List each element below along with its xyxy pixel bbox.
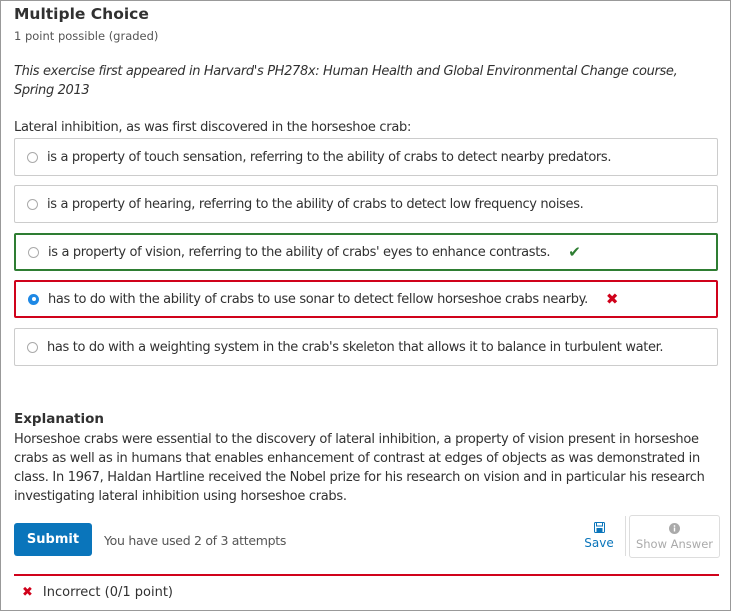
intro-text: This exercise first appeared in Harvard'…	[14, 64, 678, 98]
choice-option-correct[interactable]: is a property of vision, referring to th…	[14, 233, 718, 271]
result-text: Incorrect (0/1 point)	[42, 585, 173, 600]
incorrect-divider	[14, 574, 719, 576]
radio-button-selected[interactable]	[28, 293, 39, 305]
choice-label: has to do with the ability of crabs to u…	[48, 291, 588, 307]
explanation-heading: Explanation	[14, 411, 105, 427]
cross-icon: ✖	[605, 290, 619, 308]
choice-label: has to do with a weighting system in the…	[47, 339, 664, 355]
result-status: ✖ Incorrect (0/1 point)	[22, 585, 173, 600]
attempts-text: You have used 2 of 3 attempts	[104, 533, 287, 548]
radio-button[interactable]	[28, 246, 39, 258]
choice-option[interactable]: is a property of hearing, referring to t…	[14, 185, 718, 223]
explanation-body: Horseshoe crabs were essential to the di…	[14, 432, 705, 504]
divider	[625, 516, 626, 556]
points-possible: 1 point possible (graded)	[14, 29, 159, 43]
save-button[interactable]: Save	[580, 522, 618, 550]
radio-button[interactable]	[27, 341, 38, 353]
checkmark-icon: ✔	[568, 243, 581, 261]
question-text: Lateral inhibition, as was first discove…	[14, 120, 412, 135]
choice-option[interactable]: has to do with a weighting system in the…	[14, 328, 718, 366]
submit-button[interactable]: Submit	[14, 523, 92, 556]
show-answer-button[interactable]: Show Answer	[629, 515, 720, 558]
cross-icon: ✖	[22, 585, 33, 600]
floppy-disk-icon	[593, 522, 605, 533]
choice-label: is a property of touch sensation, referr…	[47, 149, 612, 165]
choice-label: is a property of vision, referring to th…	[48, 244, 551, 260]
show-answer-label: Show Answer	[635, 537, 714, 551]
choice-option[interactable]: is a property of touch sensation, referr…	[14, 138, 718, 176]
choice-option-incorrect[interactable]: has to do with the ability of crabs to u…	[14, 280, 718, 318]
info-circle-icon	[669, 523, 680, 534]
choice-label: is a property of hearing, referring to t…	[47, 196, 584, 212]
radio-button[interactable]	[27, 198, 38, 210]
save-label: Save	[584, 536, 614, 550]
radio-button[interactable]	[27, 151, 38, 163]
problem-title: Multiple Choice	[14, 5, 149, 23]
